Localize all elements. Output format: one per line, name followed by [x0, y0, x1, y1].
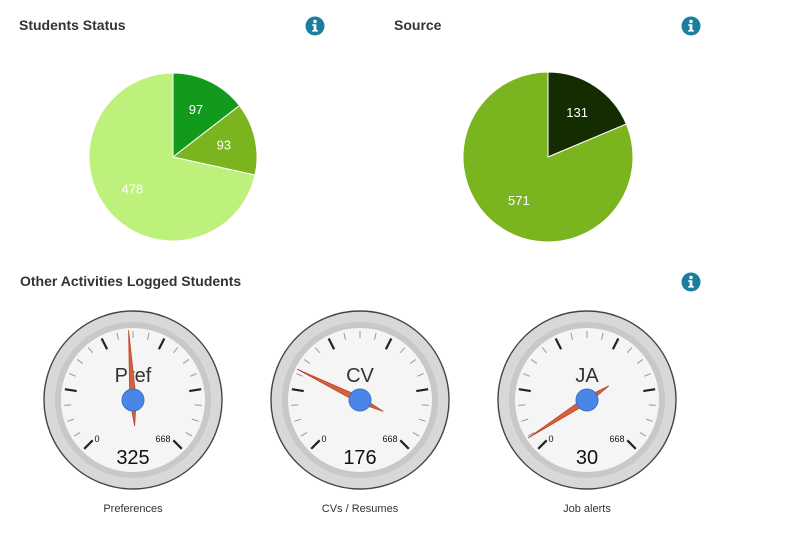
gauge-major-tick — [291, 388, 304, 393]
gauge-major-tick — [537, 439, 548, 450]
gauge-value: 325 — [116, 447, 149, 469]
gauge-cvs-resumes: CV 0 668 176 — [270, 310, 450, 490]
gauge-major-tick — [189, 388, 202, 393]
gauge-minor-tick — [191, 418, 199, 422]
gauge-min-label: 0 — [321, 434, 326, 444]
pie-slice[interactable] — [462, 71, 634, 243]
pie-slice-label: 571 — [508, 193, 530, 208]
info-icon[interactable] — [681, 16, 701, 36]
gauge-minor-tick — [399, 347, 406, 354]
gauge-major-tick — [157, 338, 166, 350]
gauge-minor-tick — [64, 404, 72, 406]
gauge-minor-tick — [648, 404, 656, 406]
pie-chart-students-status: 97 93 478 — [88, 72, 258, 242]
gauge-minor-tick — [343, 332, 347, 340]
gauge-minor-tick — [300, 431, 308, 437]
gauge-minor-tick — [418, 418, 426, 422]
gauge-job-alerts: JA 0 668 30 — [497, 310, 677, 490]
gauge-major-tick — [399, 439, 410, 450]
gauge-major-tick — [310, 439, 321, 450]
gauge-major-tick — [554, 338, 563, 350]
gauge-minor-tick — [409, 359, 417, 364]
gauge-minor-tick — [527, 431, 535, 437]
pie-slice[interactable] — [171, 104, 258, 176]
gauge-minor-tick — [146, 332, 150, 340]
pie-chart-source: 131 571 — [462, 71, 634, 243]
gauge-minor-tick — [523, 373, 530, 377]
pie-slice[interactable] — [547, 71, 628, 158]
gauge-major-tick — [100, 338, 109, 350]
gauge-value: 176 — [343, 447, 376, 469]
gauge-max-label: 668 — [609, 434, 624, 444]
gauge-min-label: 0 — [548, 434, 553, 444]
gauge-min-label: 0 — [94, 434, 99, 444]
gauge-max-label: 668 — [382, 434, 397, 444]
gauge-minor-tick — [417, 373, 424, 377]
gauge-minor-tick — [172, 347, 179, 354]
gauge-minor-tick — [636, 359, 644, 364]
gauge-label: JA — [575, 365, 599, 387]
gauge-minor-tick — [314, 347, 321, 354]
gauge-minor-tick — [182, 359, 190, 364]
gauge-minor-tick — [644, 373, 651, 377]
gauge-minor-tick — [600, 332, 604, 340]
gauge-hub — [348, 388, 372, 412]
section-title-students-status: Students Status — [19, 17, 126, 33]
gauge-minor-tick — [373, 332, 377, 340]
gauge-minor-tick — [194, 404, 202, 406]
gauge-minor-tick — [116, 332, 120, 340]
gauge-minor-tick — [185, 431, 193, 437]
gauge-minor-tick — [541, 347, 548, 354]
pie-slice-label: 97 — [189, 102, 203, 117]
gauge-major-tick — [83, 439, 94, 450]
gauge-minor-tick — [570, 332, 574, 340]
gauge-minor-tick — [518, 404, 526, 406]
gauge-minor-tick — [190, 373, 197, 377]
gauge-caption-preferences: Preferences — [103, 503, 163, 515]
gauge-minor-tick — [303, 359, 311, 364]
gauge-major-tick — [416, 388, 429, 393]
pie-slice-label: 93 — [217, 138, 231, 153]
pie-slice[interactable] — [172, 72, 241, 159]
gauge-minor-tick — [645, 418, 653, 422]
gauge-hub — [121, 388, 145, 412]
gauge-minor-tick — [73, 431, 81, 437]
gauge-minor-tick — [412, 431, 420, 437]
gauge-minor-tick — [67, 418, 75, 422]
gauge-minor-tick — [294, 418, 302, 422]
gauge-minor-tick — [521, 418, 529, 422]
gauge-major-tick — [172, 439, 183, 450]
gauge-minor-tick — [421, 404, 429, 406]
gauge-major-tick — [384, 338, 393, 350]
gauge-max-label: 668 — [155, 434, 170, 444]
gauge-major-tick — [643, 388, 656, 393]
pie-slice-label: 478 — [122, 182, 144, 197]
gauge-major-tick — [626, 439, 637, 450]
gauge-major-tick — [327, 338, 336, 350]
gauge-minor-tick — [626, 347, 633, 354]
gauge-minor-tick — [69, 373, 76, 377]
info-icon[interactable] — [305, 16, 325, 36]
section-title-source: Source — [394, 17, 442, 33]
pie-slice[interactable] — [88, 72, 256, 242]
gauge-hub — [575, 388, 599, 412]
gauge-label: CV — [346, 365, 374, 387]
gauge-minor-tick — [530, 359, 538, 364]
gauge-major-tick — [518, 388, 531, 393]
gauge-preferences: Pref0668325 — [43, 310, 223, 490]
gauge-minor-tick — [639, 431, 647, 437]
gauge-minor-tick — [76, 359, 84, 364]
gauge-minor-tick — [291, 404, 299, 406]
gauge-major-tick — [611, 338, 620, 350]
gauge-value: 30 — [576, 447, 598, 469]
section-title-other-activities: Other Activities Logged Students — [20, 273, 242, 289]
gauge-major-tick — [64, 388, 77, 393]
gauge-caption-cvs-resumes: CVs / Resumes — [321, 503, 399, 515]
info-icon[interactable] — [681, 272, 701, 292]
pie-slice-label: 131 — [566, 105, 588, 120]
gauge-minor-tick — [87, 347, 94, 354]
gauge-caption-job-alerts: Job alerts — [563, 503, 611, 515]
gauge-minor-tick — [296, 373, 303, 377]
